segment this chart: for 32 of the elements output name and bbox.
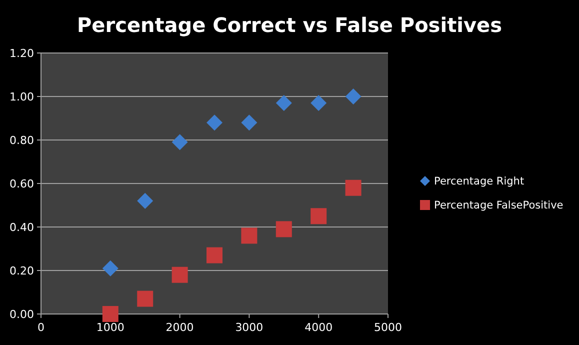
y-tick-label: 0.40 xyxy=(10,220,34,234)
y-tick-label: 1.00 xyxy=(10,90,34,104)
point xyxy=(345,180,362,196)
point xyxy=(310,95,327,112)
x-tick-label: 3000 xyxy=(235,321,264,334)
x-tick-label: 4000 xyxy=(304,321,333,334)
point xyxy=(310,208,327,224)
point xyxy=(172,266,188,283)
x-tick-label: 5000 xyxy=(374,321,402,334)
point xyxy=(206,114,222,131)
point xyxy=(276,221,292,238)
y-tick-label: 0.60 xyxy=(10,177,34,190)
point xyxy=(102,306,118,322)
x-tick-label: 1000 xyxy=(96,321,124,334)
point xyxy=(172,134,188,150)
chart-title: Percentage Correct vs False Positives xyxy=(77,13,502,37)
y-tick-label: 0.20 xyxy=(10,264,34,278)
y-tick-label: 0.80 xyxy=(10,134,34,147)
point xyxy=(137,290,154,307)
x-tick-label: 2000 xyxy=(166,321,194,334)
point xyxy=(102,260,118,276)
y-tick-label: 1.20 xyxy=(10,46,34,60)
y-tick-label: 0.00 xyxy=(10,308,34,321)
point xyxy=(276,95,292,112)
legend-label: Percentage Right xyxy=(434,176,524,188)
point xyxy=(241,114,258,131)
point xyxy=(137,192,154,209)
legend-label: Percentage FalsePositive xyxy=(434,200,564,212)
x-tick-label: 0 xyxy=(38,321,44,334)
point xyxy=(206,247,222,264)
point xyxy=(241,228,258,244)
point xyxy=(345,88,362,104)
